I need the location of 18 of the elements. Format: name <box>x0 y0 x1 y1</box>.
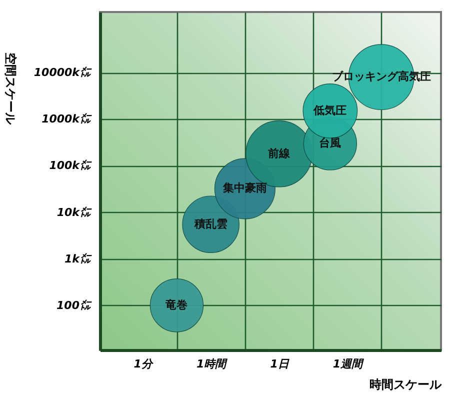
series-label: 前線 <box>267 146 292 160</box>
y-tick-label: 10000k㍍ <box>34 66 92 80</box>
series-label: 集中豪雨 <box>222 182 267 195</box>
x-axis-title: 時間スケール <box>370 378 442 392</box>
series-label: 竜巻 <box>164 298 188 312</box>
y-tick-label: 100k㍍ <box>49 159 92 172</box>
series-label: 積乱雲 <box>193 217 228 230</box>
y-tick-label: 1k㍍ <box>64 252 92 266</box>
y-tick-label: 10k㍍ <box>56 206 92 219</box>
x-tick-label: 1週間 <box>332 358 365 370</box>
y-tick-label: 100㍍ <box>56 298 92 312</box>
x-tick-label: 1時間 <box>196 358 228 370</box>
series-label: 低気圧 <box>312 104 347 117</box>
x-tick-label: 1日 <box>270 358 290 370</box>
x-tick-label: 1分 <box>134 358 154 370</box>
y-tick-label: 1000k㍍ <box>42 112 92 126</box>
y-axis-title: 空間スケール <box>4 52 18 126</box>
series-label: 台風 <box>319 136 342 150</box>
